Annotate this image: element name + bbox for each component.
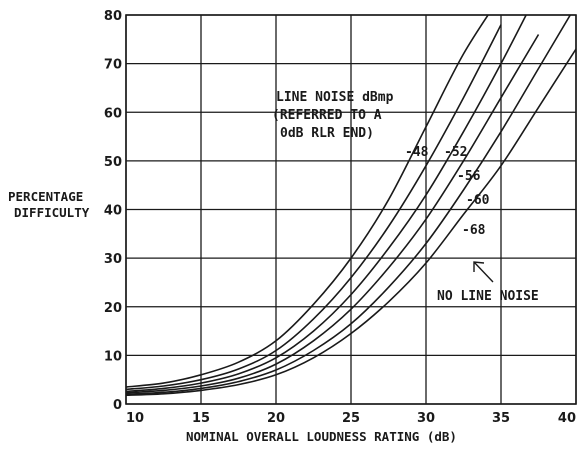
y-tick-label: 10 [104,349,122,364]
y-tick-label: 80 [104,9,122,24]
legend-title-line2: (REFERRED TO A [272,108,382,123]
x-tick-label: 20 [267,411,285,426]
y-tick-label: 0 [113,398,122,413]
series-label-52: -52 [444,145,467,160]
plot-frame [125,14,577,405]
x-axis-title: NOMINAL OVERALL LOUDNESS RATING (dB) [186,429,457,444]
series-label-60: -60 [466,193,490,208]
y-tick-label: 40 [104,204,122,219]
x-tick-label: 15 [192,411,210,426]
y-tick-label: 60 [104,106,122,121]
x-tick-label: 10 [126,411,144,426]
no-line-noise-arrow [473,261,494,283]
series-label-68: -68 [462,223,486,238]
series-line-60 [126,34,540,394]
series-label-56: -56 [457,169,481,184]
series-line-68 [126,15,572,396]
x-tick-label: 30 [417,411,435,426]
legend-title-line3: 0dB RLR END) [280,126,374,141]
x-tick-label: 25 [342,411,360,426]
x-tick-label: 35 [492,411,510,426]
y-axis-title-line1: PERCENTAGE [8,189,83,204]
series-line-48 [126,15,490,388]
series-label-48: -48 [405,145,429,160]
legend-title-line1: LINE NOISE dBmp [276,90,394,105]
y-tick-label: 30 [104,252,122,267]
series-line-56 [126,15,528,393]
no-line-noise-label: NO LINE NOISE [437,289,539,304]
series-line-no-line-noise [126,48,576,396]
grid [125,14,577,405]
x-tick-label: 40 [558,411,576,426]
y-tick-label: 50 [104,155,122,170]
series-line-52 [126,24,502,391]
y-tick-label: 70 [104,58,122,73]
y-tick-label: 20 [104,301,122,316]
tick-labels: 10 15 20 25 30 35 40 0 10 20 30 40 50 60 70 80 [104,9,576,426]
curves [126,15,576,396]
y-axis-title-line2: DIFFICULTY [14,205,90,220]
